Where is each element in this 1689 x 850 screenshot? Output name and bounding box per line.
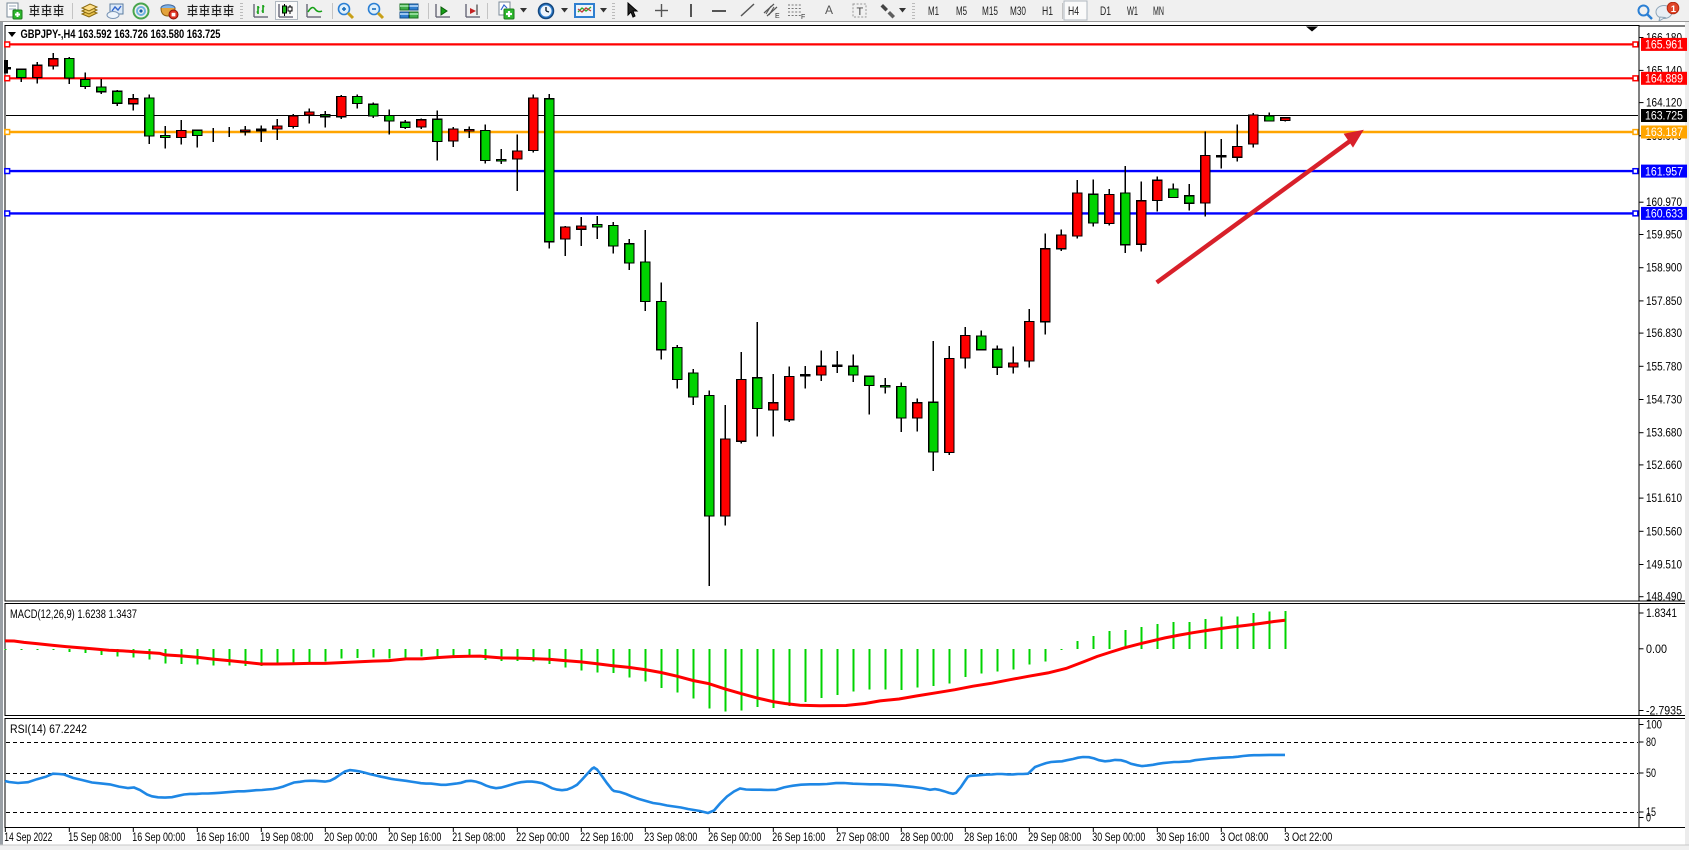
svg-text:28 Sep 16:00: 28 Sep 16:00 [964, 832, 1017, 844]
svg-text:22 Sep 00:00: 22 Sep 00:00 [516, 832, 569, 844]
svg-text:16 Sep 00:00: 16 Sep 00:00 [132, 832, 185, 844]
svg-text:160.970: 160.970 [1646, 197, 1682, 209]
svg-text:27 Sep 08:00: 27 Sep 08:00 [836, 832, 889, 844]
svg-text:151.610: 151.610 [1646, 493, 1682, 505]
svg-text:20 Sep 16:00: 20 Sep 16:00 [388, 832, 441, 844]
svg-text:150.560: 150.560 [1646, 526, 1682, 538]
svg-text:H1: H1 [1042, 6, 1053, 18]
svg-text:F: F [801, 14, 805, 20]
svg-text:163.187: 163.187 [1645, 127, 1683, 139]
svg-text:T: T [857, 6, 864, 18]
svg-text:157.850: 157.850 [1646, 296, 1682, 308]
svg-text:158.900: 158.900 [1646, 263, 1682, 275]
svg-text:100: 100 [1646, 720, 1662, 732]
svg-text:28 Sep 00:00: 28 Sep 00:00 [900, 832, 953, 844]
svg-text:20 Sep 00:00: 20 Sep 00:00 [324, 832, 377, 844]
svg-text:159.950: 159.950 [1646, 230, 1682, 242]
svg-text:23 Sep 08:00: 23 Sep 08:00 [644, 832, 697, 844]
svg-text:D1: D1 [1100, 6, 1111, 18]
svg-text:50: 50 [1646, 768, 1656, 780]
svg-text:3 Oct 22:00: 3 Oct 22:00 [1284, 832, 1332, 844]
svg-text:15: 15 [1646, 807, 1656, 819]
svg-text:3 Oct 08:00: 3 Oct 08:00 [1220, 832, 1268, 844]
svg-text:E: E [775, 13, 780, 20]
svg-text:152.660: 152.660 [1646, 460, 1682, 472]
svg-text:MN: MN [1153, 6, 1164, 18]
svg-text:29 Sep 08:00: 29 Sep 08:00 [1028, 832, 1081, 844]
svg-text:W1: W1 [1127, 6, 1138, 18]
svg-text:155.780: 155.780 [1646, 361, 1682, 373]
svg-text:149.510: 149.510 [1646, 560, 1682, 572]
svg-text:M5: M5 [956, 6, 967, 18]
svg-text:21 Sep 08:00: 21 Sep 08:00 [452, 832, 505, 844]
svg-text:30 Sep 00:00: 30 Sep 00:00 [1092, 832, 1145, 844]
svg-text:M15: M15 [982, 6, 998, 18]
svg-text:M30: M30 [1010, 6, 1026, 18]
svg-text:-2.7935: -2.7935 [1646, 706, 1682, 718]
svg-text:160.633: 160.633 [1645, 209, 1683, 221]
svg-text:156.830: 156.830 [1646, 328, 1682, 340]
svg-text:H4: H4 [1068, 6, 1079, 18]
svg-text:MACD(12,26,9) 1.6238 1.3437: MACD(12,26,9) 1.6238 1.3437 [10, 609, 137, 621]
svg-text:154.730: 154.730 [1646, 395, 1682, 407]
svg-text:161.957: 161.957 [1645, 166, 1683, 178]
svg-text:RSI(14) 67.2242: RSI(14) 67.2242 [10, 724, 87, 736]
svg-text:165.961: 165.961 [1645, 40, 1683, 52]
svg-text:15 Sep 08:00: 15 Sep 08:00 [68, 832, 121, 844]
svg-text:26 Sep 16:00: 26 Sep 16:00 [772, 832, 825, 844]
svg-text:19 Sep 08:00: 19 Sep 08:00 [260, 832, 313, 844]
svg-text:164.889: 164.889 [1645, 74, 1683, 86]
svg-text:16 Sep 16:00: 16 Sep 16:00 [196, 832, 249, 844]
svg-text:30 Sep 16:00: 30 Sep 16:00 [1156, 832, 1209, 844]
svg-text:0.00: 0.00 [1646, 644, 1667, 656]
svg-text:80: 80 [1646, 737, 1656, 749]
svg-text:GBPJPY-,H4 163.592 163.726 16: GBPJPY-,H4 163.592 163.726 163.580 163.7… [21, 29, 221, 41]
svg-text:153.680: 153.680 [1646, 428, 1682, 440]
svg-text:M1: M1 [928, 6, 939, 18]
svg-text:1.8341: 1.8341 [1646, 608, 1677, 620]
svg-text:1: 1 [1671, 4, 1677, 15]
svg-text:22 Sep 16:00: 22 Sep 16:00 [580, 832, 633, 844]
svg-text:148.490: 148.490 [1646, 592, 1682, 604]
svg-text:26 Sep 00:00: 26 Sep 00:00 [708, 832, 761, 844]
svg-text:163.725: 163.725 [1645, 111, 1683, 123]
svg-text:164.120: 164.120 [1646, 98, 1682, 110]
svg-text:0: 0 [1646, 813, 1651, 825]
svg-text:14 Sep 2022: 14 Sep 2022 [4, 832, 52, 844]
